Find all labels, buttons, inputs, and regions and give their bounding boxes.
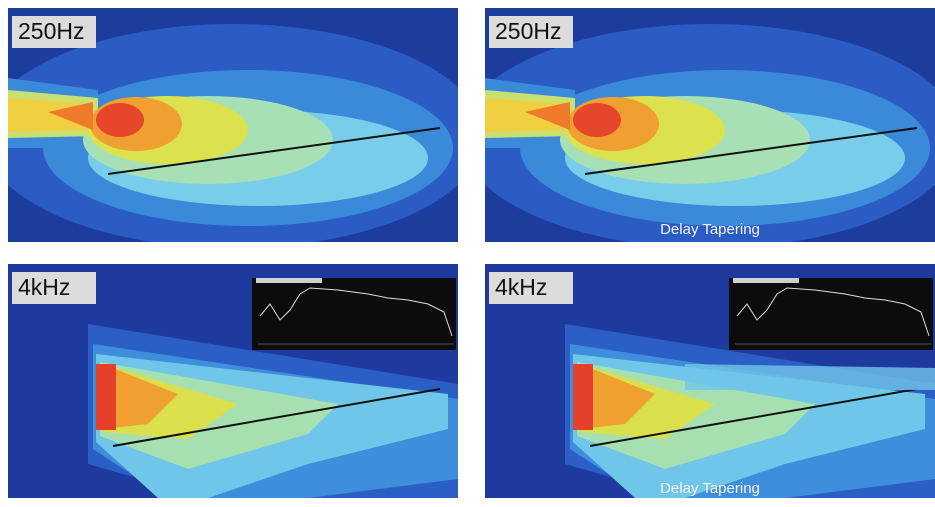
- panel: 250Hz: [0, 8, 483, 248]
- label-box: [12, 272, 96, 304]
- panel-label: 4kHz: [495, 274, 547, 300]
- panel-label: 250Hz: [495, 18, 561, 44]
- label-box: [489, 16, 573, 48]
- panel-label: 4kHz: [18, 274, 70, 300]
- label-box: [489, 272, 573, 304]
- panel: 4kHz Delay Tapering: [485, 264, 935, 498]
- panel: 4kHz: [8, 264, 458, 498]
- caption: Delay Tapering: [660, 480, 760, 497]
- panel: 250Hz Delay Tapering: [460, 8, 935, 248]
- panel-label: 250Hz: [18, 18, 84, 44]
- beam: [685, 364, 935, 390]
- label-box: [12, 16, 96, 48]
- caption: Delay Tapering: [660, 221, 760, 238]
